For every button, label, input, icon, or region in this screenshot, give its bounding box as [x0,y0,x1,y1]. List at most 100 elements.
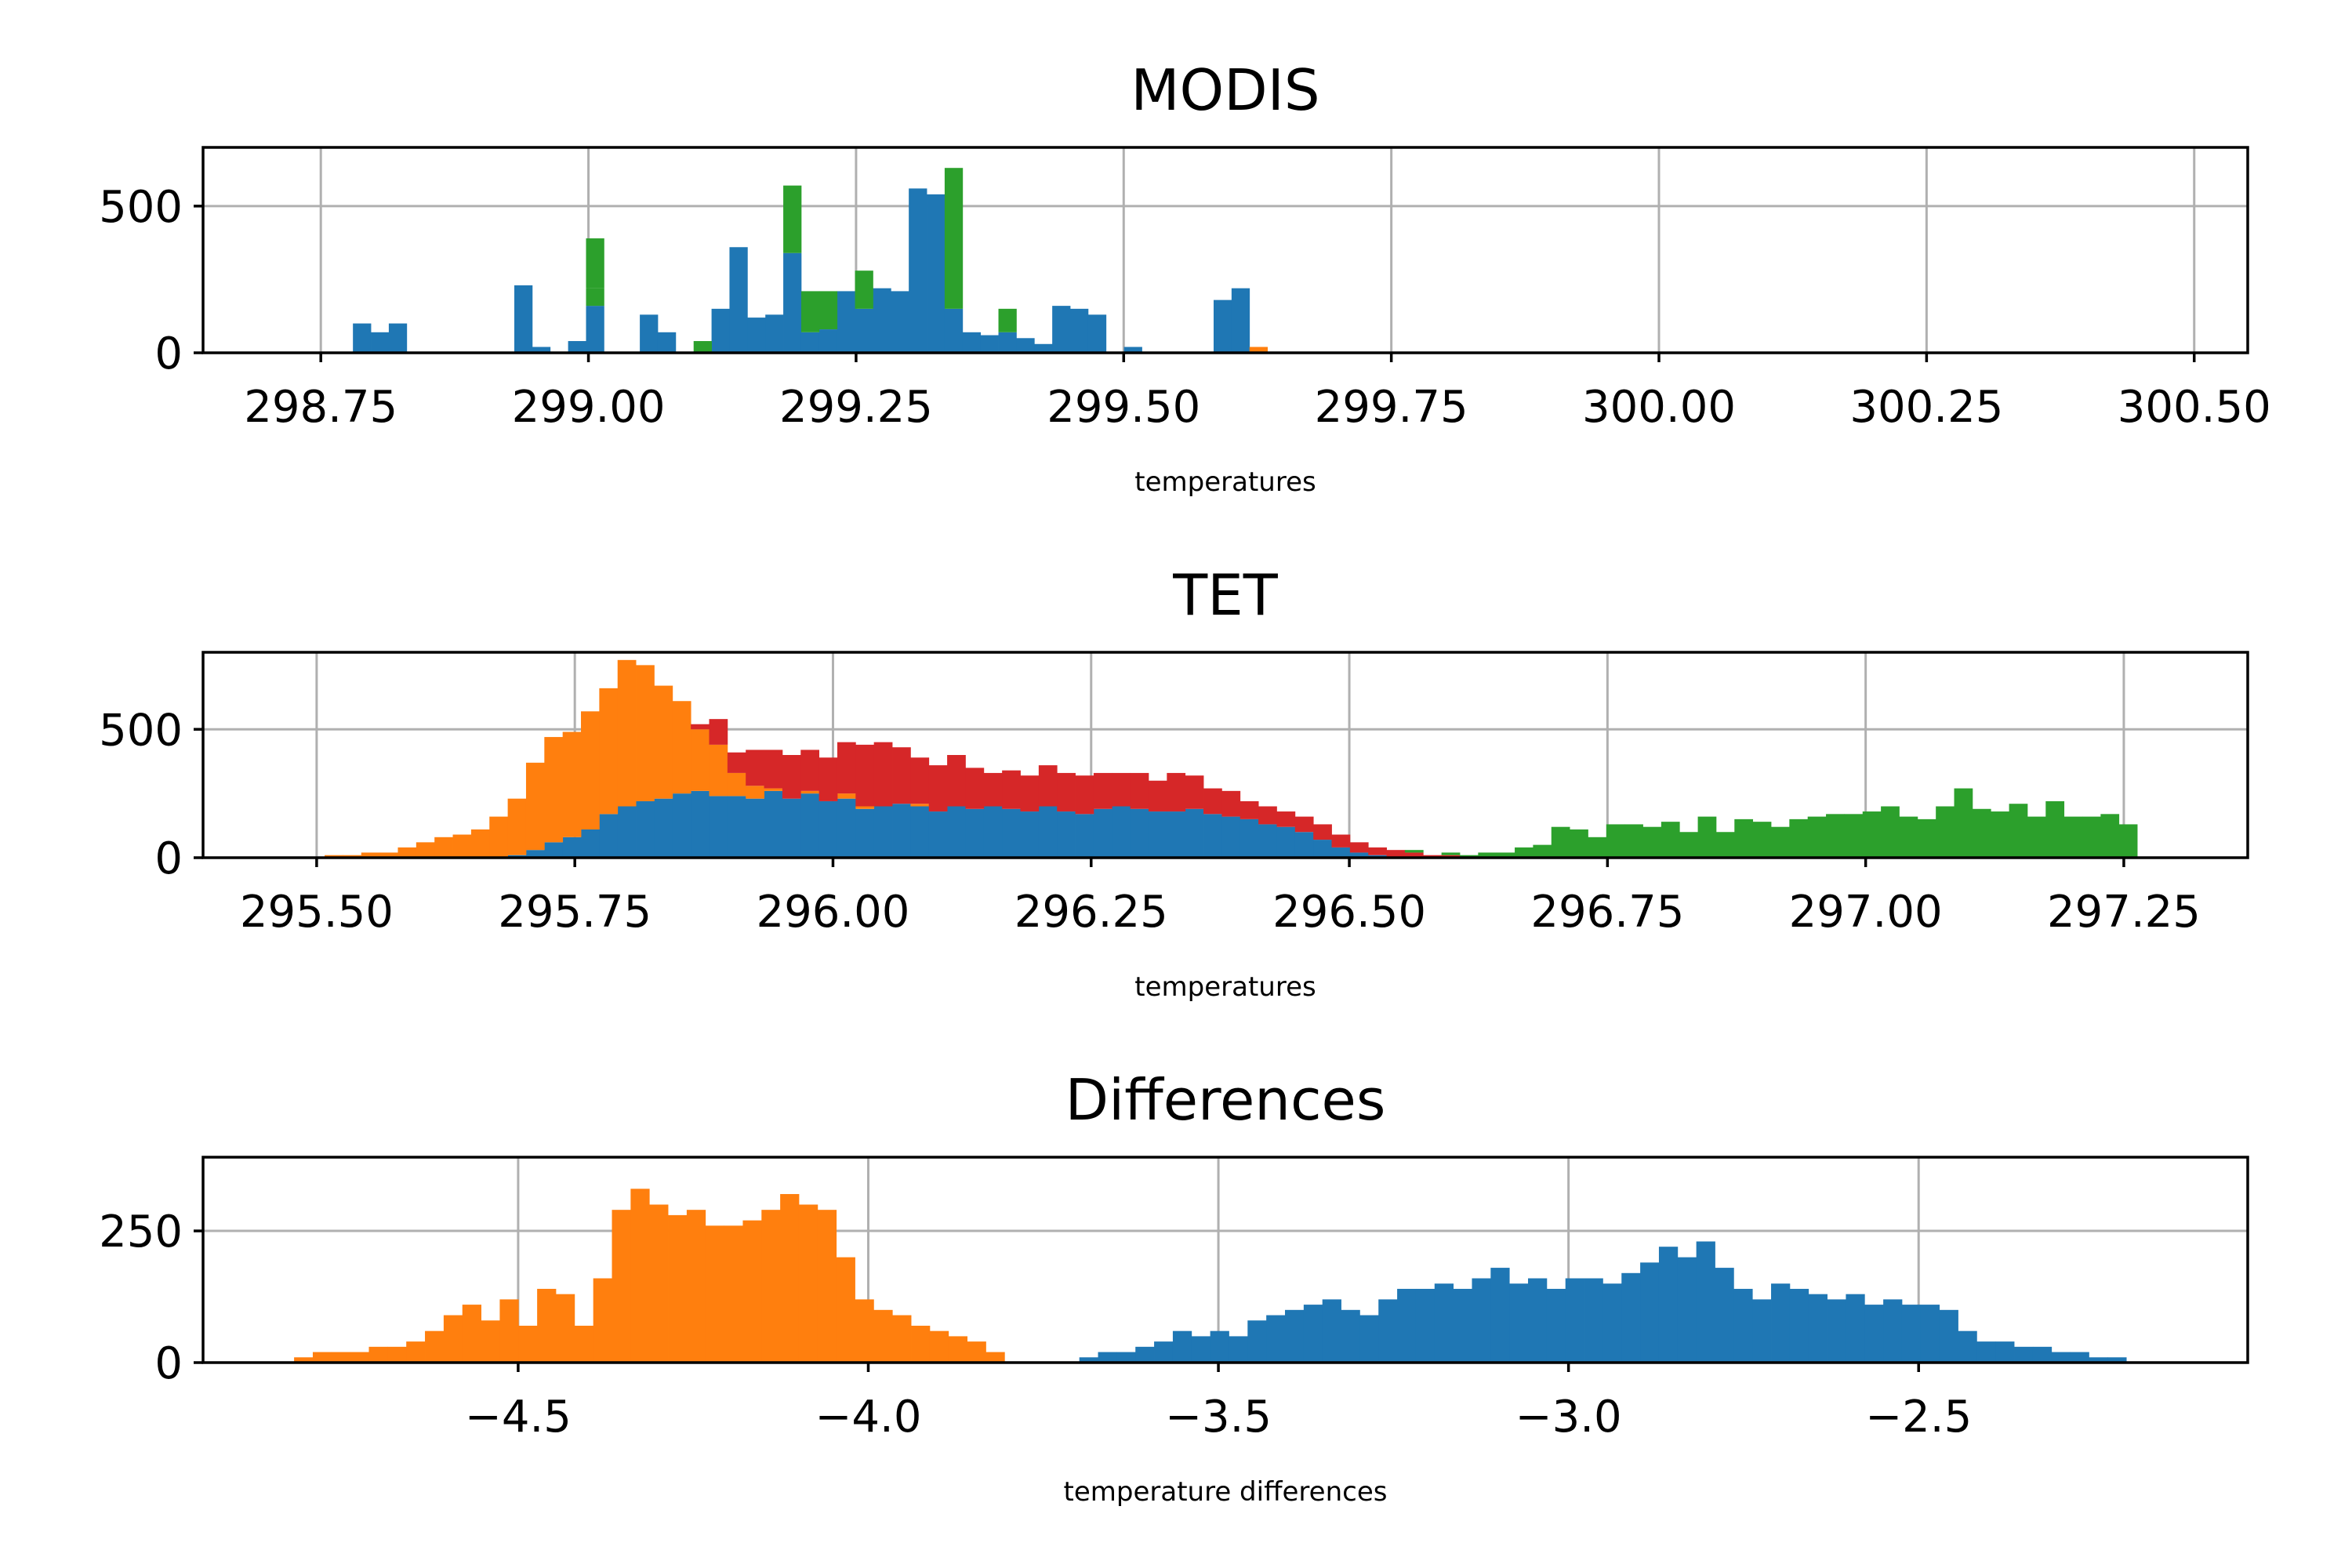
tet-bar [1167,811,1186,858]
modis-bar [855,270,873,309]
tet-xtick-label: 297.00 [1789,887,1943,938]
tet-bar [727,796,746,858]
differences-bar [1341,1309,1360,1363]
modis-bar [1231,288,1250,353]
differences-bar [1229,1336,1248,1363]
differences-bar [1210,1330,1229,1363]
differences-bar [1490,1268,1510,1363]
differences-bar [555,1294,575,1363]
tet-xtick-label: 296.25 [1014,887,1168,938]
tet-bar [1020,811,1040,858]
tet-bar [709,744,728,797]
tet-bar [489,816,509,858]
tet-bar [1679,832,1698,858]
tet-bar [818,800,838,858]
tet-bar [691,729,710,791]
differences-bar [1640,1262,1660,1363]
modis-bar [998,332,1017,353]
differences-bar [1098,1352,1117,1363]
tet-bar [1386,850,1406,858]
differences-bar [1565,1278,1584,1363]
tet-bar [910,804,930,807]
tet-bar [1954,788,1973,858]
modis-bar [980,335,999,353]
modis-bar [657,332,677,353]
tet-bar [1313,840,1332,858]
differences-bar [2051,1352,2071,1363]
tet-bar [1130,772,1149,809]
modis-bar [1052,306,1071,353]
differences-bar [294,1357,314,1363]
tet-bar [910,806,930,858]
differences-bar [1846,1294,1865,1363]
differences-bar [499,1299,519,1363]
tet-bar [1899,816,1918,858]
tet-ytick-label: 0 [154,833,183,884]
modis-xtick-label: 300.50 [2118,382,2271,433]
modis-bar [1123,347,1142,353]
tet-bar [837,742,856,794]
modis-bar [371,332,390,353]
tet-bar [654,685,673,799]
tet-bar [855,744,875,807]
differences-bar [1771,1283,1791,1363]
tet-bar [983,806,1003,858]
differences-bar [1135,1346,1155,1363]
differences-bar [1958,1330,1977,1363]
differences-bar [1752,1299,1772,1363]
differences-bar [1434,1283,1454,1363]
differences-bar [1378,1299,1398,1363]
tet-title: TET [1172,562,1278,628]
tet-bar [1349,842,1369,853]
tet-bar [1240,800,1259,819]
tet-bar [672,793,691,858]
tet-bar [1533,844,1552,858]
differences-xtick-label: −3.5 [1165,1392,1272,1443]
modis-bar [729,247,748,353]
differences-bar [1827,1299,1846,1363]
tet-bar [1917,818,1936,858]
differences-bar [1528,1278,1548,1363]
differences-xtick-label: −3.0 [1515,1392,1622,1443]
modis-bar [586,288,604,307]
tet-ticks: 295.50 295.75 296.00 296.25 296.50 296.75 297.… [99,705,2201,938]
tet-bar [928,811,948,858]
modis-bar [998,308,1017,332]
differences-bar [1939,1309,1958,1363]
differences-bar [873,1309,893,1363]
tet-bar [636,665,655,801]
tet-ytick-label: 500 [99,705,183,756]
modis-bar [837,291,855,353]
differences-bar [1901,1305,1922,1363]
tet-bar [1221,816,1241,858]
tet-bar [1294,832,1314,858]
tet-bar [1203,788,1222,815]
tet-bar [746,786,764,799]
modis-bar [747,318,766,353]
tet-bar [434,837,453,858]
tet-bar [1093,772,1112,809]
differences-bar [911,1325,931,1363]
differences-bar [761,1210,781,1363]
modis-bar [944,168,964,309]
tet-bar [2009,804,2028,858]
modis-xlabel: temperatures [1134,466,1316,498]
tet-bar [2118,824,2138,858]
differences-panel: Differences −4.5 −4.0 −3.5 −3.0 −2.5 0 250 tem… [99,1067,2249,1508]
tet-bar [1221,790,1241,817]
differences-bar [967,1341,986,1363]
tet-bar [928,765,948,812]
tet-bar [782,755,801,799]
differences-bar [1191,1336,1211,1363]
differences-bar [518,1325,538,1363]
modis-bar [586,306,604,353]
tet-bar [818,757,838,801]
differences-bar [331,1352,351,1363]
tet-xtick-label: 296.00 [756,887,909,938]
differences-bar [1808,1294,1828,1363]
differences-bar [1733,1288,1753,1363]
modis-title: MODIS [1131,57,1319,123]
differences-bar [2014,1346,2034,1363]
differences-bar [612,1210,631,1363]
differences-bar [1509,1283,1529,1363]
